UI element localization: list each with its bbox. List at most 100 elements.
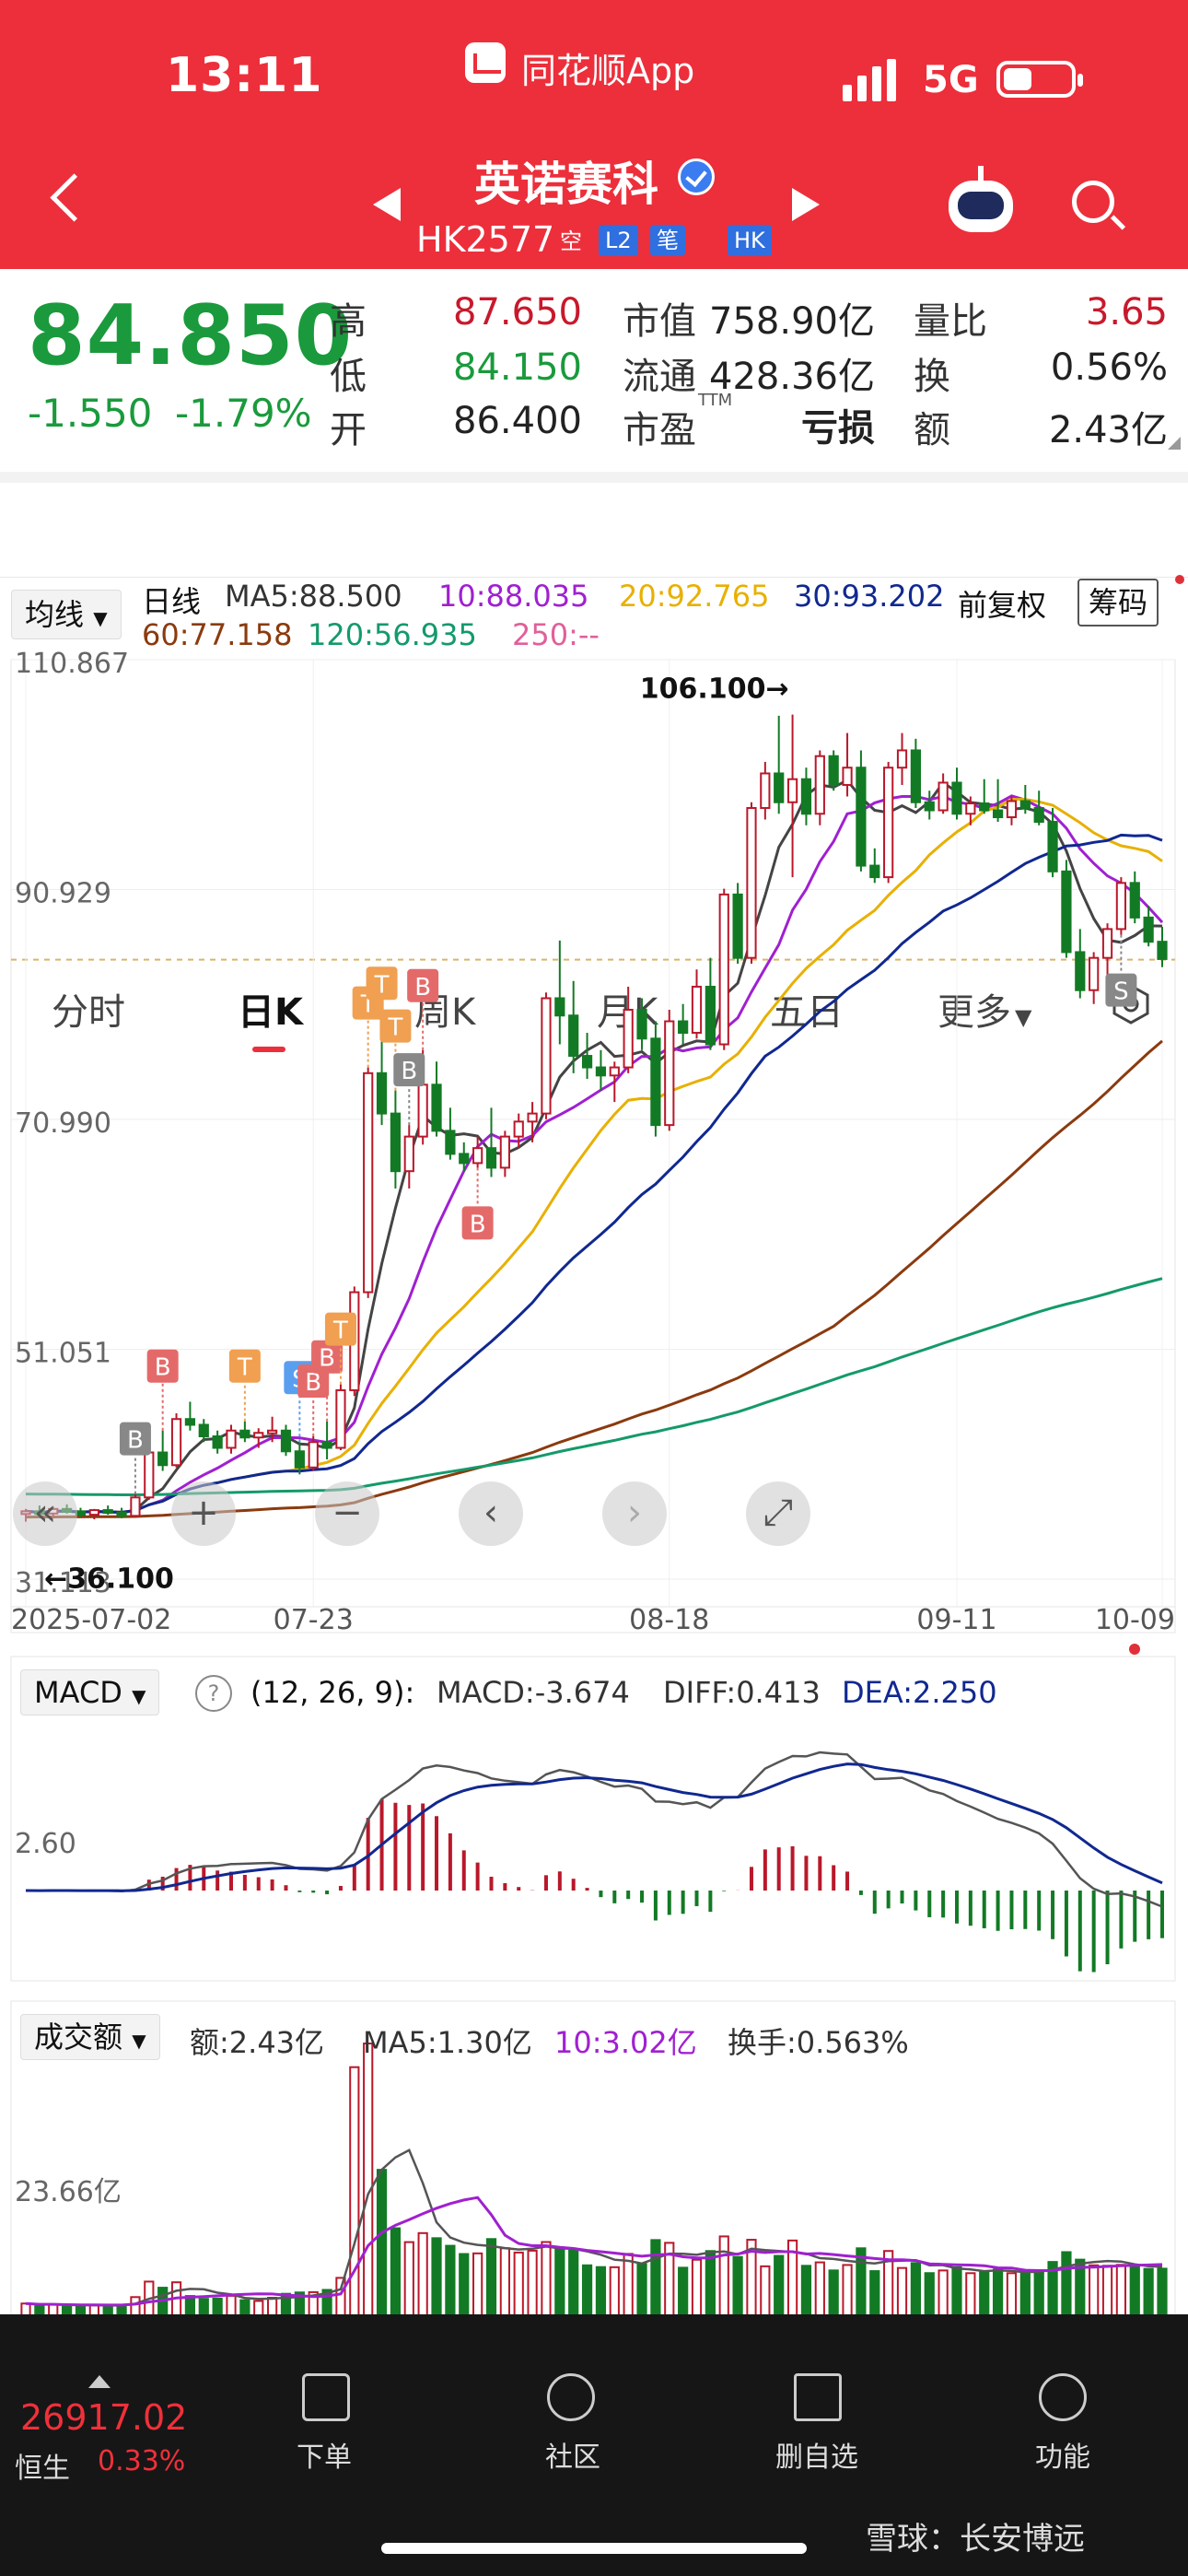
volume-bar bbox=[869, 2270, 880, 2314]
candle-up bbox=[883, 767, 894, 879]
volume-bar bbox=[746, 2239, 757, 2314]
next-stock-icon[interactable] bbox=[792, 188, 820, 221]
bottom-bar: 26917.02 恒生 0.33% bbox=[0, 2314, 1188, 2576]
pe-label: 市盈 bbox=[623, 409, 696, 451]
adjust-mode[interactable]: 前复权 bbox=[958, 588, 1047, 623]
community-icon[interactable] bbox=[547, 2373, 595, 2421]
marker-letter: B bbox=[155, 1354, 171, 1382]
candle-down bbox=[198, 1423, 209, 1437]
expand-corner-icon[interactable] bbox=[1168, 437, 1181, 450]
marker-letter: B bbox=[470, 1211, 486, 1238]
volume-bar bbox=[499, 2247, 510, 2314]
volume-bar bbox=[61, 2304, 73, 2314]
back-icon[interactable] bbox=[50, 173, 99, 222]
volume-bar bbox=[417, 2231, 428, 2314]
x-tick-label: 08-18 bbox=[629, 1604, 709, 1636]
candle-down bbox=[1019, 800, 1031, 810]
candle-up bbox=[609, 1066, 620, 1077]
collapse-left-button[interactable]: « bbox=[13, 1481, 77, 1546]
volume-bar bbox=[198, 2298, 209, 2314]
volume-bar bbox=[1019, 2272, 1031, 2314]
volume-select[interactable]: 成交额 ▼ bbox=[20, 2014, 160, 2060]
chevron-down-icon: ▼ bbox=[132, 2030, 146, 2052]
nav-community[interactable]: 社区 bbox=[545, 2441, 600, 2474]
y-tick-label: 70.990 bbox=[15, 1107, 111, 1140]
functions-icon[interactable] bbox=[1039, 2373, 1087, 2421]
macd-select[interactable]: MACD ▼ bbox=[20, 1669, 160, 1715]
scroll-right-button[interactable]: › bbox=[602, 1481, 667, 1546]
volume-bar bbox=[856, 2247, 867, 2314]
index-value[interactable]: 26917.02 bbox=[20, 2397, 188, 2438]
volume-bar bbox=[130, 2296, 141, 2314]
volume-bar bbox=[1129, 2265, 1140, 2314]
ma120-line bbox=[25, 1277, 1163, 1496]
bs-markers: BBTSBBTTTTBBBS bbox=[119, 934, 1137, 1494]
kline-chart[interactable]: BBTSBBTTTTBBBS 110.86790.92970.99051.051… bbox=[0, 645, 1188, 2314]
volume-bar bbox=[226, 2294, 237, 2314]
volume-bar bbox=[1115, 2264, 1127, 2314]
marker-badge bbox=[379, 1009, 412, 1043]
candle-up bbox=[664, 1020, 675, 1127]
tab-more[interactable]: 更多 ▼ bbox=[938, 982, 1031, 1036]
candle-down bbox=[431, 1083, 442, 1132]
ma60-label: 60:77.158 bbox=[142, 617, 293, 652]
volume-bar bbox=[1075, 2258, 1086, 2314]
candle-down bbox=[1157, 941, 1168, 960]
nav-order[interactable]: 下单 bbox=[297, 2441, 352, 2474]
volume-bar bbox=[623, 2253, 634, 2314]
volume-bar bbox=[212, 2297, 223, 2314]
nav-remove-watchlist[interactable]: 删自选 bbox=[775, 2441, 858, 2474]
candle-down bbox=[390, 1112, 402, 1173]
volume-bar bbox=[732, 2255, 743, 2314]
volume-bar bbox=[239, 2299, 250, 2314]
y-tick-label: 31.113 bbox=[15, 1567, 111, 1599]
macd-panel bbox=[10, 1656, 1176, 1982]
indicator-select[interactable]: 均线 ▼ bbox=[11, 590, 122, 639]
volume-bar bbox=[390, 2227, 402, 2314]
candle-down bbox=[732, 893, 743, 959]
assistant-robot-icon[interactable] bbox=[949, 166, 1013, 232]
volume-bar bbox=[609, 2266, 620, 2314]
remove-watchlist-icon[interactable] bbox=[794, 2373, 842, 2421]
nav-functions[interactable]: 功能 bbox=[1035, 2441, 1090, 2474]
scroll-left-button[interactable]: ‹ bbox=[459, 1481, 523, 1546]
ma5-line bbox=[25, 779, 1163, 1515]
prev-stock-icon[interactable] bbox=[373, 188, 401, 221]
tab-intraday[interactable]: 分时 bbox=[52, 991, 125, 1034]
fullscreen-button[interactable]: ⤢ bbox=[746, 1481, 810, 1546]
macd-tick: 2.60 bbox=[15, 1828, 76, 1860]
volume-bar bbox=[253, 2300, 264, 2314]
volume-bar bbox=[828, 2269, 839, 2314]
volume-bar bbox=[786, 2239, 798, 2314]
volume-bar bbox=[75, 2304, 87, 2314]
vol-amount: 额:2.43亿 bbox=[190, 2025, 325, 2060]
tab-daily-k[interactable]: 日K bbox=[238, 991, 303, 1034]
order-icon[interactable] bbox=[302, 2373, 350, 2421]
home-indicator bbox=[381, 2543, 807, 2554]
candle-up bbox=[1101, 928, 1113, 959]
search-icon[interactable] bbox=[1072, 181, 1114, 223]
zoom-in-button[interactable]: + bbox=[171, 1481, 236, 1546]
volume-bar bbox=[403, 2241, 414, 2314]
float-value: 428.36亿 bbox=[709, 356, 875, 398]
chevron-down-icon: ▼ bbox=[1015, 1004, 1032, 1030]
period-label: 日线 bbox=[142, 584, 202, 619]
expand-up-icon[interactable] bbox=[88, 2375, 111, 2388]
marker-badge bbox=[146, 1349, 179, 1383]
zoom-out-button[interactable]: − bbox=[315, 1481, 379, 1546]
tag-hk: HK bbox=[728, 225, 772, 256]
volume-bar bbox=[102, 2304, 113, 2314]
candle-down bbox=[485, 1147, 497, 1169]
dea-line bbox=[25, 1762, 1163, 1892]
candle-up bbox=[786, 778, 798, 803]
chips-button[interactable]: 筹码 bbox=[1077, 579, 1159, 626]
volume-bar bbox=[1089, 2264, 1100, 2314]
tag-l2: L2 bbox=[599, 225, 638, 256]
volume-bar bbox=[910, 2262, 921, 2314]
candle-down bbox=[869, 864, 880, 879]
volume-bar bbox=[760, 2265, 771, 2314]
volume-bar bbox=[376, 2169, 388, 2314]
ma30-label: 30:93.202 bbox=[794, 579, 945, 614]
ma10-line bbox=[25, 794, 1164, 1515]
help-icon[interactable]: ? bbox=[195, 1675, 232, 1712]
